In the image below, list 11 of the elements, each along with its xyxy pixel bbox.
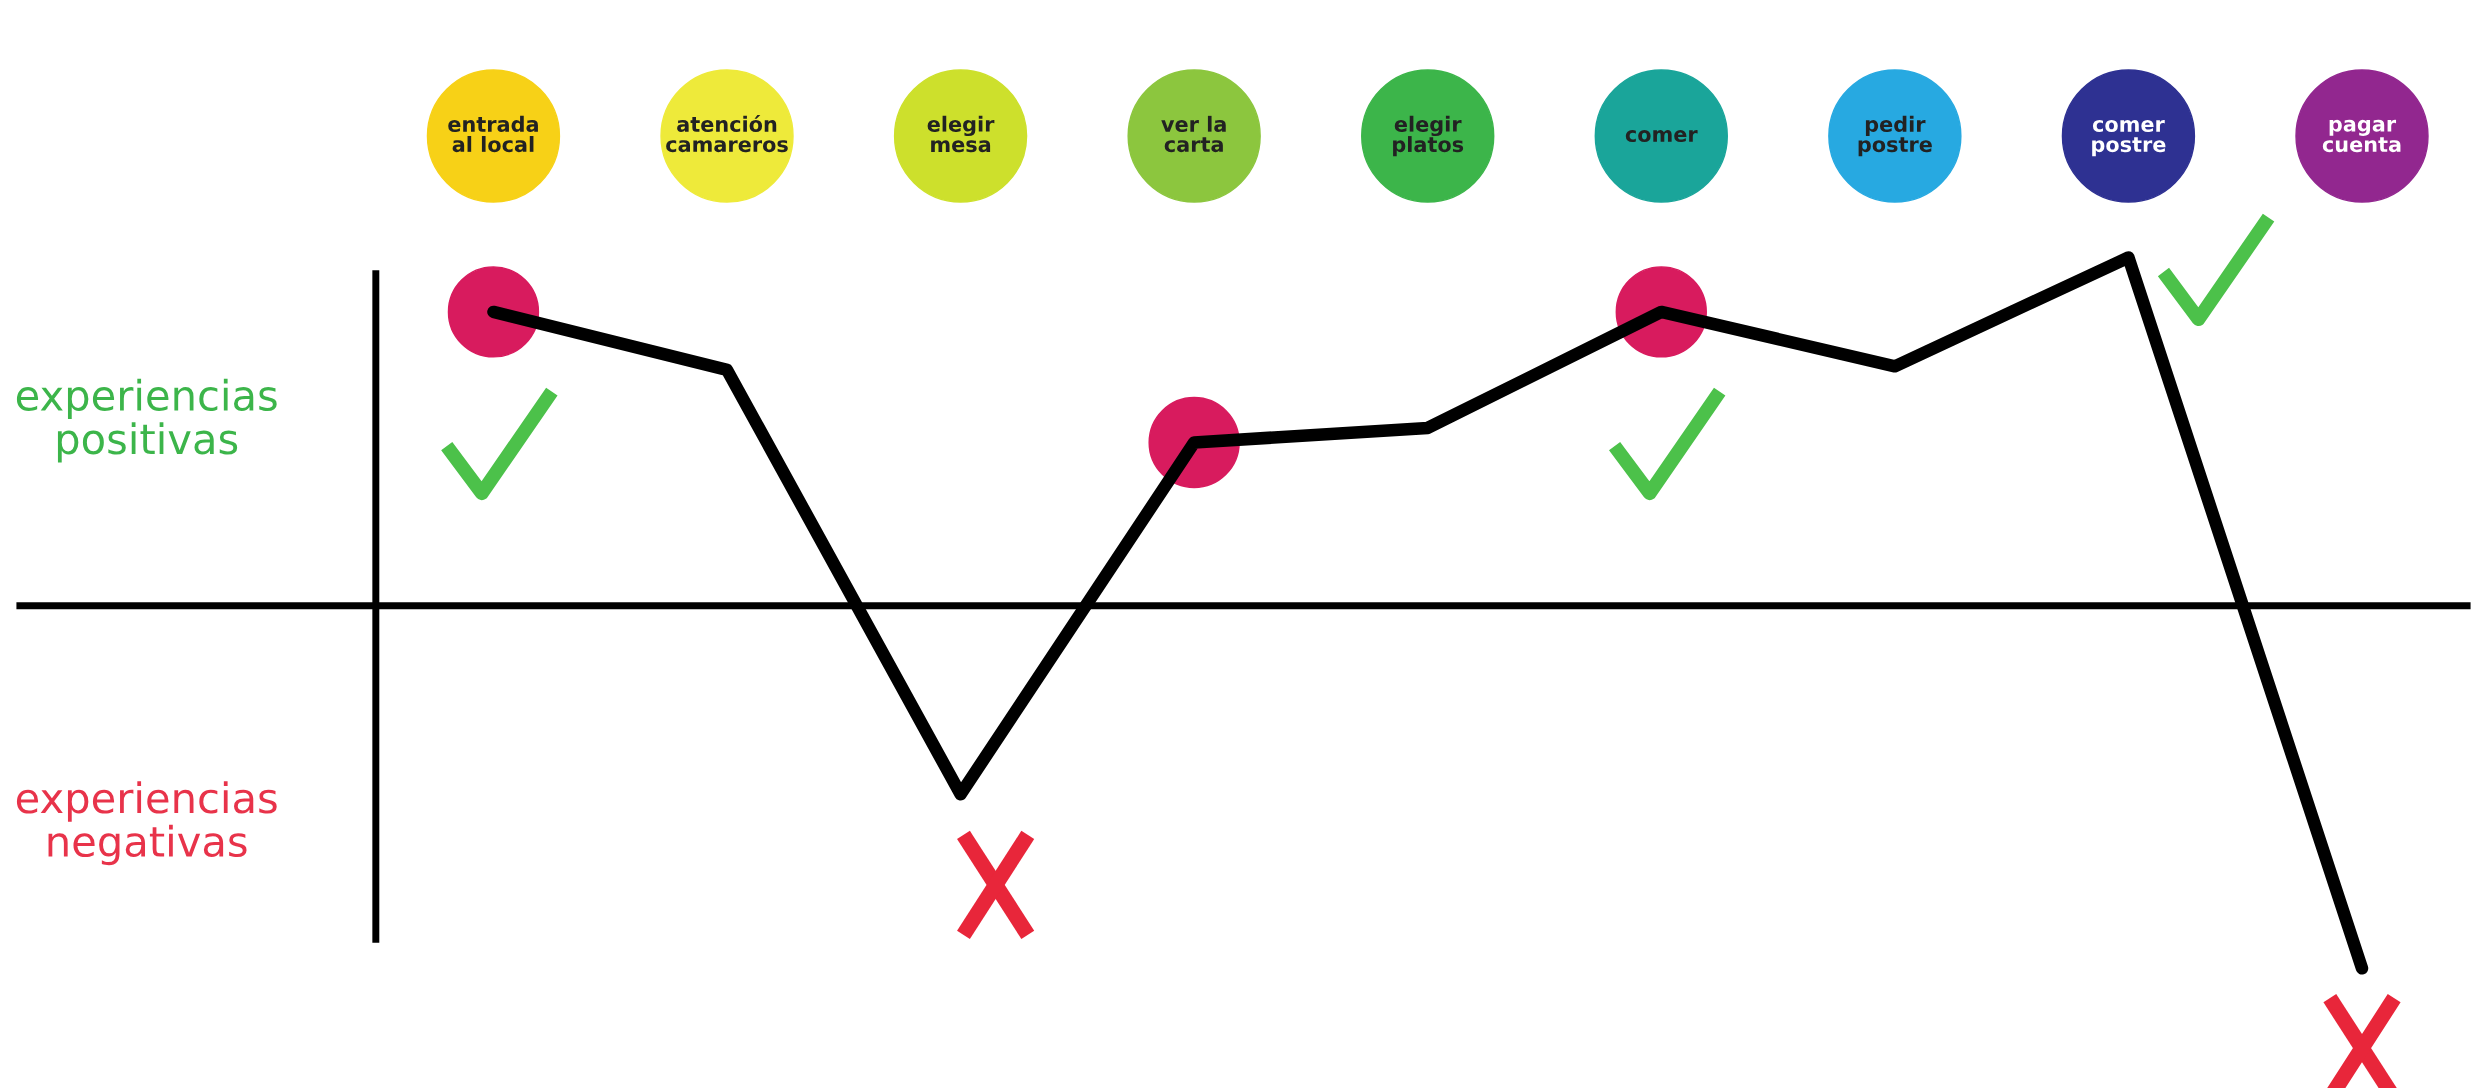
x-tick-label: comer [1625,130,1698,143]
x-tick-label: entrada al local [448,115,538,153]
x-tick-label: pedir postre [1858,115,1932,157]
x-tick-label: elegir platos [1393,115,1464,157]
x-tick-label: comer postre [2092,120,2166,157]
x-tick-label: elegir mesa [927,115,995,153]
text: experiencias negativas [16,781,277,866]
x-tick-label: atención camareros [666,115,788,153]
text: experiencias positivas [16,378,277,463]
x-tick-label: ver la carta [1161,115,1226,153]
x-tick-label: pagar cuenta [2322,119,2401,153]
